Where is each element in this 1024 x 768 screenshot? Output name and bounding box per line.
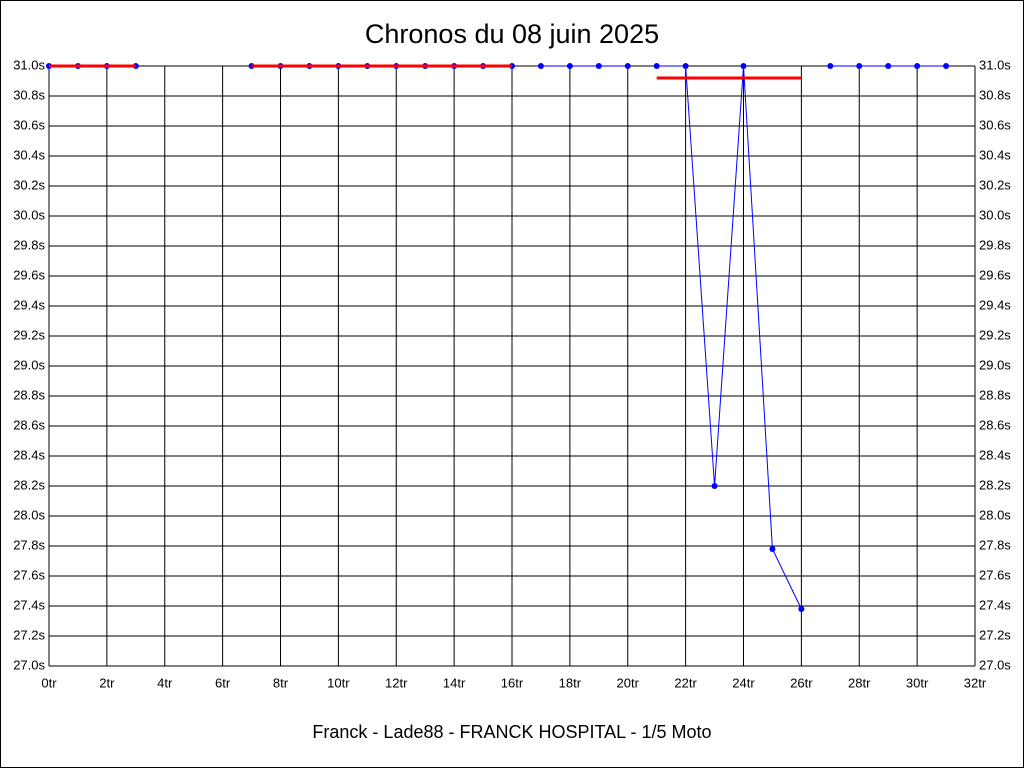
y-tick-label: 30.2s: [13, 177, 45, 192]
x-tick-label: 10tr: [327, 675, 350, 690]
y2-tick-label: 27.2s: [979, 627, 1011, 642]
y2-tick-label: 28.0s: [979, 507, 1011, 522]
x-tick-label: 0tr: [41, 675, 57, 690]
y2-tick-label: 30.0s: [979, 207, 1011, 222]
y-tick-label: 27.6s: [13, 567, 45, 582]
y2-tick-label: 31.0s: [979, 57, 1011, 72]
y-tick-label: 30.0s: [13, 207, 45, 222]
x-tick-label: 22tr: [674, 675, 697, 690]
lap-marker: [856, 63, 863, 69]
x-tick-label: 4tr: [157, 675, 173, 690]
lap-marker: [595, 63, 602, 69]
lap-marker: [566, 63, 573, 69]
lap-line: [656, 65, 802, 610]
lap-marker: [827, 63, 834, 69]
y-tick-label: 30.6s: [13, 117, 45, 132]
y-tick-label: 28.0s: [13, 507, 45, 522]
y-tick-label: 28.6s: [13, 417, 45, 432]
y-tick-label: 27.0s: [13, 657, 45, 672]
x-tick-label: 20tr: [617, 675, 640, 690]
y-tick-label: 30.4s: [13, 147, 45, 162]
y-tick-label: 29.2s: [13, 327, 45, 342]
y2-tick-label: 30.6s: [979, 117, 1011, 132]
y2-tick-label: 28.2s: [979, 477, 1011, 492]
y-tick-label: 31.0s: [13, 57, 45, 72]
y2-tick-label: 29.2s: [979, 327, 1011, 342]
y-tick-label: 29.8s: [13, 237, 45, 252]
x-tick-label: 6tr: [215, 675, 231, 690]
lap-marker: [740, 63, 747, 69]
x-tick-label: 18tr: [559, 675, 582, 690]
y2-tick-label: 27.4s: [979, 597, 1011, 612]
y2-tick-label: 29.4s: [979, 297, 1011, 312]
y-tick-label: 29.4s: [13, 297, 45, 312]
y2-tick-label: 30.8s: [979, 87, 1011, 102]
x-tick-label: 32tr: [964, 675, 987, 690]
y2-tick-label: 27.8s: [979, 537, 1011, 552]
lap-marker: [943, 63, 950, 69]
lap-marker: [914, 63, 921, 69]
y2-tick-label: 28.6s: [979, 417, 1011, 432]
y2-tick-label: 27.0s: [979, 657, 1011, 672]
y2-tick-label: 30.4s: [979, 147, 1011, 162]
x-tick-label: 24tr: [732, 675, 755, 690]
x-tick-label: 14tr: [443, 675, 466, 690]
y2-tick-label: 28.4s: [979, 447, 1011, 462]
y2-tick-label: 27.6s: [979, 567, 1011, 582]
lap-marker: [624, 63, 631, 69]
x-tick-label: 26tr: [790, 675, 813, 690]
x-tick-label: 28tr: [848, 675, 871, 690]
y2-tick-label: 29.0s: [979, 357, 1011, 372]
y-tick-label: 27.8s: [13, 537, 45, 552]
y2-tick-label: 28.8s: [979, 387, 1011, 402]
y2-tick-label: 30.2s: [979, 177, 1011, 192]
lap-marker: [537, 63, 544, 69]
x-tick-label: 12tr: [385, 675, 408, 690]
y-tick-label: 27.2s: [13, 627, 45, 642]
lap-marker: [682, 63, 689, 69]
x-tick-label: 30tr: [906, 675, 929, 690]
y-tick-label: 29.0s: [13, 357, 45, 372]
x-tick-label: 16tr: [501, 675, 524, 690]
y-tick-label: 29.6s: [13, 267, 45, 282]
lap-marker: [653, 63, 660, 69]
y-tick-label: 28.4s: [13, 447, 45, 462]
y-tick-label: 27.4s: [13, 597, 45, 612]
lap-marker: [885, 63, 892, 69]
lap-marker: [711, 483, 718, 489]
x-tick-label: 8tr: [273, 675, 289, 690]
y2-tick-label: 29.8s: [979, 237, 1011, 252]
y2-tick-label: 29.6s: [979, 267, 1011, 282]
chart-title: Chronos du 08 juin 2025: [365, 19, 659, 49]
y-tick-label: 30.8s: [13, 87, 45, 102]
lap-marker: [769, 546, 776, 552]
x-tick-label: 2tr: [99, 675, 115, 690]
x-axis-label: Franck - Lade88 - FRANCK HOSPITAL - 1/5 …: [312, 722, 711, 742]
y-tick-label: 28.2s: [13, 477, 45, 492]
lap-marker: [798, 606, 805, 612]
y-tick-label: 28.8s: [13, 387, 45, 402]
